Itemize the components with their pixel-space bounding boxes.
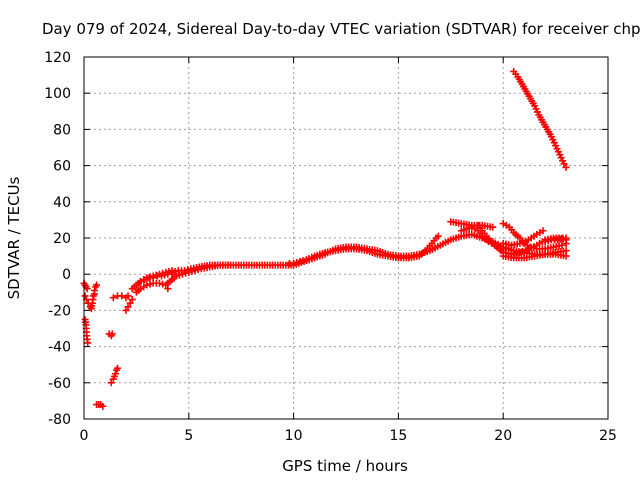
data-point [165,267,173,275]
data-point [168,268,176,276]
tick-marks [83,56,609,420]
data-point [146,273,154,281]
data-point [114,364,122,372]
data-point [84,339,92,347]
y-tick-label: -20 [48,303,71,319]
data-point [143,281,151,289]
data-point [526,243,534,251]
x-tick-label: 20 [494,428,512,444]
data-point [90,286,98,294]
data-point [146,280,154,288]
data-point [83,285,91,293]
x-tick-label: 25 [599,428,617,444]
y-tick-label: 100 [44,86,71,102]
chart-title: Day 079 of 2024, Sidereal Day-to-day VTE… [42,20,640,38]
tick-labels: 0 5 10 15 20 25 -80 -60 -40 -20 0 20 40 60 80 100 120 [44,50,617,444]
data-point [128,296,136,304]
data-point [227,261,235,269]
y-tick-label: 80 [53,122,71,138]
data-point [149,272,157,280]
data-point [562,234,570,242]
data-point [159,269,167,277]
data-point [544,237,552,245]
y-tick-label: 60 [53,159,71,175]
grid-lines [84,57,608,419]
data-point [122,306,130,314]
y-tick-label: -80 [48,412,71,428]
x-tick-label: 5 [184,428,193,444]
y-tick-label: 40 [53,195,71,211]
data-point [107,379,115,387]
data-point [184,266,192,274]
data-point [109,294,117,302]
data-point [530,244,538,252]
data-point [143,274,151,282]
data-point [162,268,170,276]
data-point [124,292,132,300]
y-tick-label: 20 [53,231,71,247]
data-point [489,223,497,231]
data-point [434,232,442,240]
y-tick-label: -60 [48,376,71,392]
data-point [175,271,183,279]
data-point [541,238,549,246]
data-point [118,292,126,300]
data-point [558,241,566,249]
data-point [179,270,187,278]
data-point [93,281,101,289]
data-point [562,252,570,260]
data-point [560,160,568,168]
data-points [80,67,570,410]
x-tick-label: 0 [80,428,89,444]
data-point [172,272,180,280]
x-tick-label: 10 [285,428,303,444]
data-point [99,402,107,410]
y-tick-label: 120 [44,50,71,66]
data-point [539,227,547,235]
data-point [181,267,189,275]
data-point [562,163,570,171]
data-point [126,299,134,307]
data-point [152,271,160,279]
y-tick-label: 0 [62,267,71,283]
data-point [171,267,179,275]
data-point [124,303,132,311]
data-point [159,280,167,288]
data-point [108,330,116,338]
data-point [155,279,163,287]
data-point [155,270,163,278]
x-tick-label: 15 [389,428,407,444]
data-point [81,292,89,300]
y-axis-label: SDTVAR / TECUs [5,176,23,299]
x-axis-label: GPS time / hours [282,457,408,475]
data-point [111,370,119,378]
y-tick-label: -40 [48,340,71,356]
